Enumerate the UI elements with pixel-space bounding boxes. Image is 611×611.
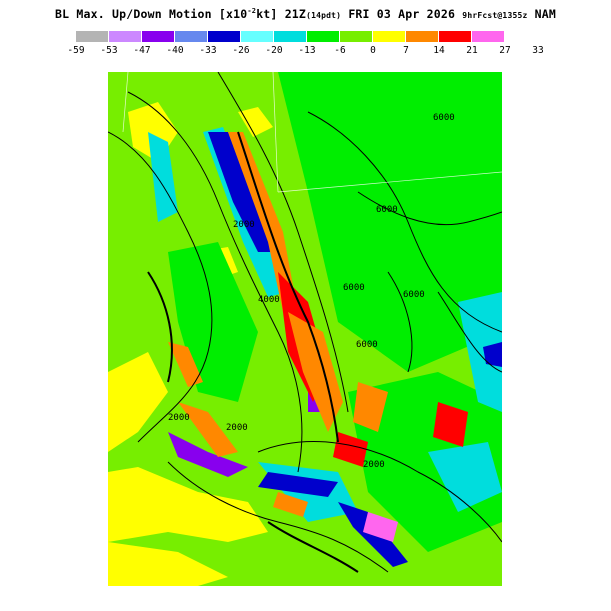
legend-swatch — [142, 31, 174, 42]
legend-label: -26 — [232, 45, 250, 56]
legend-label: -6 — [334, 45, 346, 56]
legend-swatch — [373, 31, 405, 42]
legend-swatch — [406, 31, 438, 42]
legend-swatch — [340, 31, 372, 42]
title-time: 21Z — [284, 7, 307, 21]
legend-label: 27 — [499, 45, 511, 56]
legend-swatch — [109, 31, 141, 42]
map-grid — [122, 72, 502, 193]
legend-label: -33 — [199, 45, 217, 56]
title-time-local: (14pdt) — [306, 11, 342, 20]
legend-label: -59 — [67, 45, 85, 56]
legend-label: 33 — [532, 45, 544, 56]
contour-label: 2000 — [233, 220, 255, 230]
contour-label: 2000 — [363, 460, 385, 470]
legend-label: -53 — [100, 45, 118, 56]
legend-label: -13 — [298, 45, 316, 56]
title-model: NAM — [534, 7, 557, 21]
contour-label: 2000 — [226, 423, 248, 433]
legend-label: 7 — [403, 45, 409, 56]
legend-swatch — [241, 31, 273, 42]
legend-label: 0 — [370, 45, 376, 56]
legend-label: -20 — [265, 45, 283, 56]
legend-swatch — [76, 31, 108, 42]
rising-motion-bands — [168, 132, 468, 542]
contour-label-group: 6000 6000 6000 6000 4000 2000 2000 2000 … — [168, 113, 455, 470]
terrain-contours — [108, 72, 502, 573]
legend-swatch — [472, 31, 504, 42]
legend-swatch — [208, 31, 240, 42]
legend-swatch — [175, 31, 207, 42]
legend-label: 14 — [433, 45, 445, 56]
contour-label: 6000 — [356, 340, 378, 350]
map-title: BL Max. Up/Down Motion [x10-2kt] 21Z(14p… — [0, 7, 611, 21]
contour-label: 4000 — [258, 295, 280, 305]
title-main: BL Max. Up/Down Motion — [54, 7, 212, 21]
contour-label: 6000 — [403, 290, 425, 300]
legend-label: 21 — [466, 45, 478, 56]
forecast-map: 6000 6000 6000 6000 4000 2000 2000 2000 … — [108, 72, 502, 586]
title-units: [x10-2kt] — [218, 7, 278, 21]
contour-label: 2000 — [168, 413, 190, 423]
legend-swatch — [274, 31, 306, 42]
title-date: FRI 03 Apr 2026 — [348, 7, 456, 21]
contour-label: 6000 — [433, 113, 455, 123]
legend-swatch — [439, 31, 471, 42]
contour-label: 6000 — [343, 283, 365, 293]
legend-label: -47 — [133, 45, 151, 56]
legend-label: -40 — [166, 45, 184, 56]
title-forecast: 9hrFcst@1355z — [462, 11, 528, 20]
legend-swatch — [307, 31, 339, 42]
contour-label: 6000 — [376, 205, 398, 215]
